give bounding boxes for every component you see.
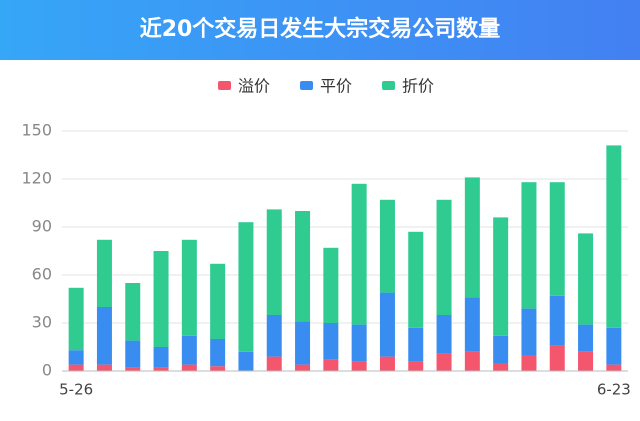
bar-segment: [521, 355, 537, 371]
bar-segment: [96, 364, 112, 371]
bar-segment: [493, 335, 509, 363]
bar-segment: [323, 323, 339, 360]
bar-segment: [351, 183, 367, 325]
bar-segment: [521, 182, 537, 309]
bar-segment: [68, 350, 84, 365]
legend-swatch: [382, 81, 396, 90]
bar-segment: [238, 222, 254, 352]
bar-segment: [96, 307, 112, 365]
bar-segment: [351, 361, 367, 371]
bar-segment: [125, 340, 141, 368]
y-tick-label: 120: [21, 169, 52, 188]
bar-segment: [295, 211, 311, 322]
y-tick-label: 150: [21, 121, 52, 140]
bar-segment: [606, 327, 622, 365]
bar-segment: [153, 347, 169, 368]
bar-segment: [125, 283, 141, 341]
header-band: [0, 0, 640, 60]
legend-swatch: [218, 81, 231, 90]
bar-segment: [606, 364, 622, 371]
bar-segment: [266, 315, 282, 357]
bar-segment: [323, 247, 339, 323]
bar-segment: [578, 324, 594, 352]
x-tick-label: 6-23: [597, 381, 631, 399]
bar-segment: [549, 182, 565, 296]
bar-segment: [96, 239, 112, 307]
bar-segment: [125, 367, 141, 371]
y-tick-label: 30: [32, 313, 52, 332]
bar-segment: [578, 233, 594, 325]
bar-segment: [493, 217, 509, 336]
bar-segment: [68, 364, 84, 371]
bar-segment: [464, 177, 480, 298]
bar-segment: [68, 287, 84, 351]
x-tick-label: 5-26: [59, 381, 93, 399]
bar-segment: [578, 351, 594, 371]
bar-segment: [464, 297, 480, 352]
bar-segment: [379, 292, 395, 357]
bar-segment: [493, 363, 509, 371]
bar-segment: [408, 327, 424, 362]
bar-segment: [408, 361, 424, 371]
bar-segment: [210, 263, 226, 339]
chart-title: 近20个交易日发生大宗交易公司数量: [140, 16, 501, 42]
y-tick-label: 60: [32, 265, 52, 284]
legend-label: 溢价: [238, 77, 270, 96]
bar-segment: [464, 351, 480, 371]
bar-segment: [181, 364, 197, 371]
bar-segment: [153, 367, 169, 371]
y-tick-label: 0: [42, 361, 52, 380]
bar-segment: [436, 315, 452, 354]
legend: 溢价 平价 折价: [218, 77, 434, 96]
bar-segment: [181, 239, 197, 336]
bar-segment: [210, 339, 226, 367]
y-tick-label: 90: [32, 217, 52, 236]
legend-label: 平价: [320, 77, 352, 96]
bar-segment: [266, 209, 282, 315]
bar-segment: [181, 335, 197, 365]
bar-segment: [351, 324, 367, 362]
bar-segment: [153, 251, 169, 347]
bar-segment: [606, 145, 622, 328]
bar-segment: [295, 364, 311, 371]
bar-segment: [379, 199, 395, 293]
bar-segment: [323, 359, 339, 371]
bar-segment: [549, 295, 565, 346]
bar-segment: [266, 356, 282, 371]
bar-segment: [295, 321, 311, 365]
legend-swatch: [300, 81, 314, 90]
bar-segment: [408, 231, 424, 328]
bar-segment: [238, 351, 254, 371]
bar-segment: [521, 308, 537, 355]
bar-segment: [379, 356, 395, 371]
legend-label: 折价: [402, 77, 434, 96]
bar-segment: [549, 345, 565, 371]
bar-segment: [436, 199, 452, 315]
bar-segment: [210, 366, 226, 371]
bar-segment: [436, 353, 452, 371]
